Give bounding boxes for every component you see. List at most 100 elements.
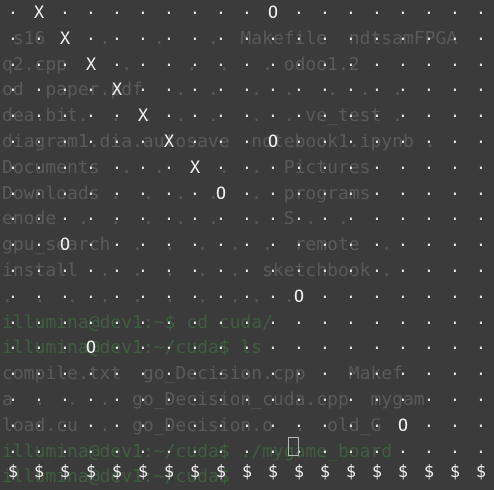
empty-cell[interactable]: . bbox=[450, 102, 460, 122]
empty-cell[interactable]: . bbox=[320, 102, 330, 122]
empty-cell[interactable]: . bbox=[320, 257, 330, 276]
empty-cell[interactable]: . bbox=[268, 308, 278, 328]
empty-cell[interactable]: . bbox=[112, 308, 122, 328]
empty-cell[interactable]: . bbox=[450, 437, 460, 457]
empty-cell[interactable]: . bbox=[294, 386, 304, 405]
empty-cell[interactable]: . bbox=[242, 411, 252, 431]
empty-cell[interactable]: . bbox=[424, 179, 434, 199]
empty-cell[interactable]: . bbox=[346, 205, 356, 225]
empty-cell[interactable]: . bbox=[8, 205, 18, 225]
empty-cell[interactable]: . bbox=[112, 257, 122, 276]
empty-cell[interactable]: . bbox=[294, 76, 304, 96]
empty-cell[interactable]: . bbox=[346, 102, 356, 122]
empty-cell[interactable]: . bbox=[242, 153, 252, 173]
empty-cell[interactable]: . bbox=[86, 205, 96, 225]
empty-cell[interactable]: . bbox=[164, 437, 174, 457]
empty-cell[interactable]: . bbox=[34, 437, 44, 457]
empty-cell[interactable]: . bbox=[268, 437, 278, 457]
empty-cell[interactable]: . bbox=[190, 179, 200, 199]
empty-cell[interactable]: . bbox=[242, 308, 252, 328]
empty-cell[interactable]: . bbox=[372, 24, 382, 44]
empty-cell[interactable]: . bbox=[242, 102, 252, 122]
empty-cell[interactable]: . bbox=[372, 437, 382, 457]
empty-cell[interactable]: . bbox=[268, 179, 278, 199]
empty-cell[interactable]: . bbox=[346, 128, 356, 147]
empty-cell[interactable]: . bbox=[190, 76, 200, 96]
empty-cell[interactable]: . bbox=[138, 360, 148, 380]
empty-cell[interactable]: . bbox=[424, 0, 434, 18]
empty-cell[interactable]: . bbox=[346, 411, 356, 431]
empty-cell[interactable]: . bbox=[34, 24, 44, 44]
empty-cell[interactable]: . bbox=[320, 411, 330, 431]
empty-cell[interactable]: . bbox=[34, 231, 44, 251]
empty-cell[interactable]: . bbox=[450, 308, 460, 328]
o-piece[interactable]: O bbox=[215, 183, 227, 204]
empty-cell[interactable]: . bbox=[294, 24, 304, 44]
empty-cell[interactable]: . bbox=[346, 257, 356, 276]
empty-cell[interactable]: . bbox=[138, 334, 148, 354]
empty-cell[interactable]: . bbox=[86, 308, 96, 328]
empty-cell[interactable]: . bbox=[476, 179, 486, 199]
empty-cell[interactable]: . bbox=[294, 50, 304, 70]
empty-cell[interactable]: . bbox=[294, 231, 304, 251]
empty-cell[interactable]: . bbox=[216, 128, 226, 147]
empty-cell[interactable]: . bbox=[398, 360, 408, 380]
empty-cell[interactable]: . bbox=[476, 153, 486, 173]
empty-cell[interactable]: . bbox=[242, 24, 252, 44]
empty-cell[interactable]: . bbox=[450, 50, 460, 70]
empty-cell[interactable]: . bbox=[112, 24, 122, 44]
empty-cell[interactable]: . bbox=[190, 102, 200, 122]
empty-cell[interactable]: . bbox=[320, 360, 330, 380]
empty-cell[interactable]: . bbox=[242, 386, 252, 405]
empty-cell[interactable]: . bbox=[294, 308, 304, 328]
empty-cell[interactable]: . bbox=[112, 386, 122, 405]
empty-cell[interactable]: . bbox=[60, 102, 70, 122]
empty-cell[interactable]: . bbox=[60, 308, 70, 328]
empty-cell[interactable]: . bbox=[424, 437, 434, 457]
empty-cell[interactable]: . bbox=[190, 24, 200, 44]
empty-cell[interactable]: . bbox=[164, 0, 174, 18]
empty-cell[interactable]: . bbox=[294, 360, 304, 380]
empty-cell[interactable]: . bbox=[476, 102, 486, 122]
empty-cell[interactable]: . bbox=[8, 386, 18, 405]
empty-cell[interactable]: . bbox=[242, 0, 252, 18]
empty-cell[interactable]: . bbox=[346, 386, 356, 405]
o-piece[interactable]: O bbox=[293, 286, 305, 307]
empty-cell[interactable]: . bbox=[190, 128, 200, 147]
empty-cell[interactable]: . bbox=[372, 205, 382, 225]
empty-cell[interactable]: . bbox=[164, 308, 174, 328]
empty-cell[interactable]: . bbox=[372, 179, 382, 199]
empty-cell[interactable]: . bbox=[476, 0, 486, 18]
empty-cell[interactable]: . bbox=[372, 257, 382, 276]
o-piece[interactable]: O bbox=[85, 338, 97, 359]
empty-cell[interactable]: . bbox=[398, 231, 408, 251]
empty-cell[interactable]: . bbox=[268, 411, 278, 431]
empty-cell[interactable]: . bbox=[138, 386, 148, 405]
empty-cell[interactable]: . bbox=[86, 282, 96, 302]
empty-cell[interactable]: . bbox=[86, 411, 96, 431]
empty-cell[interactable]: . bbox=[164, 179, 174, 199]
empty-cell[interactable]: . bbox=[190, 231, 200, 251]
empty-cell[interactable]: . bbox=[60, 437, 70, 457]
empty-cell[interactable]: . bbox=[164, 360, 174, 380]
empty-cell[interactable]: . bbox=[34, 102, 44, 122]
empty-cell[interactable]: . bbox=[268, 282, 278, 302]
empty-cell[interactable]: . bbox=[8, 102, 18, 122]
empty-cell[interactable]: . bbox=[216, 437, 226, 457]
empty-cell[interactable]: . bbox=[398, 386, 408, 405]
empty-cell[interactable]: . bbox=[294, 102, 304, 122]
empty-cell[interactable]: . bbox=[424, 231, 434, 251]
empty-cell[interactable]: . bbox=[268, 153, 278, 173]
empty-cell[interactable]: . bbox=[346, 308, 356, 328]
empty-cell[interactable]: . bbox=[372, 231, 382, 251]
empty-cell[interactable]: . bbox=[34, 128, 44, 147]
empty-cell[interactable]: . bbox=[398, 153, 408, 173]
empty-cell[interactable]: . bbox=[138, 128, 148, 147]
empty-cell[interactable]: . bbox=[60, 153, 70, 173]
empty-cell[interactable]: . bbox=[476, 50, 486, 70]
empty-cell[interactable]: . bbox=[398, 76, 408, 96]
empty-cell[interactable]: . bbox=[164, 334, 174, 354]
empty-cell[interactable]: . bbox=[450, 153, 460, 173]
empty-cell[interactable]: . bbox=[424, 205, 434, 225]
empty-cell[interactable]: . bbox=[112, 334, 122, 354]
